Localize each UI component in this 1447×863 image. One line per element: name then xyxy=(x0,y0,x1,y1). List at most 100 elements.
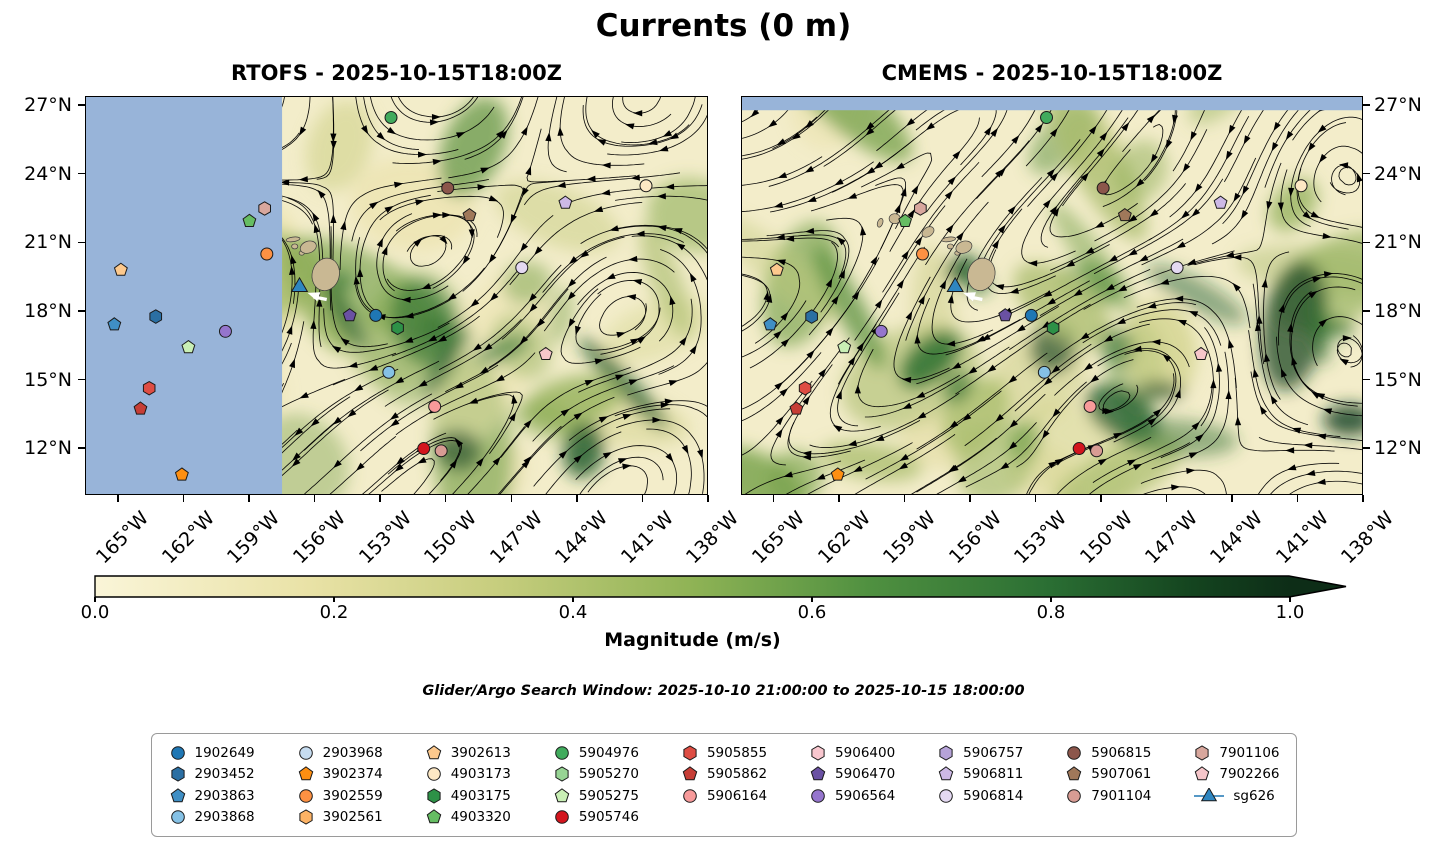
pentagon-marker-icon xyxy=(682,766,698,781)
circle-marker-icon xyxy=(1067,788,1082,803)
float-marker xyxy=(830,467,845,481)
float-marker xyxy=(298,788,313,803)
pentagon-marker-icon xyxy=(298,766,313,781)
x-tick-mark xyxy=(117,495,119,502)
x-tick-label-text: 150°W xyxy=(420,507,482,569)
x-tick-mark xyxy=(707,495,709,502)
y-tick-label-text: 12°N xyxy=(24,437,72,460)
map-cmems xyxy=(742,97,1362,494)
x-tick-label-text: 159°W xyxy=(223,507,285,569)
legend-float-id: 4903175 xyxy=(450,787,511,804)
float-marker xyxy=(769,262,784,276)
hexagon-marker-icon xyxy=(427,788,441,804)
legend-float-id: 1902649 xyxy=(194,744,255,761)
legend-column: 5906815 5907061 7901104 xyxy=(1064,742,1151,828)
float-marker xyxy=(149,309,163,324)
y-tick-mark xyxy=(78,104,85,106)
legend-entry-3902613: 3902613 xyxy=(424,742,511,764)
legend-entry-5906814: 5906814 xyxy=(936,785,1023,807)
legend-entry-2903868: 2903868 xyxy=(168,807,255,829)
float-marker xyxy=(298,766,313,781)
float-marker xyxy=(555,810,569,825)
y-tick-label-text: 18°N xyxy=(1374,299,1422,322)
float-marker xyxy=(384,111,398,124)
x-tick-mark xyxy=(248,495,250,502)
legend-float-id: 5905275 xyxy=(578,787,639,804)
legend-column: 1902649 2903452 2903863 2903868 xyxy=(168,742,255,828)
float-marker xyxy=(898,213,913,227)
legend-float-id: 3902561 xyxy=(322,809,383,826)
legend-float-id: 5906811 xyxy=(963,766,1024,783)
legend-column: 5906400 5906470 5906564 xyxy=(808,742,895,828)
legend-float-id: 2903868 xyxy=(194,809,255,826)
legend-float-id: 5905746 xyxy=(578,809,639,826)
float-marker xyxy=(258,201,272,216)
map-panel-cmems xyxy=(741,96,1363,495)
float-marker xyxy=(939,745,953,761)
circle-marker-icon xyxy=(555,745,569,760)
hexagon-marker-icon xyxy=(170,766,185,782)
legend-entry-sg626: sg626 xyxy=(1192,785,1279,807)
y-tick-label-text: 12°N xyxy=(1374,437,1422,460)
float-marker xyxy=(298,745,313,760)
y-tick-mark xyxy=(78,172,85,175)
float-marker xyxy=(811,745,825,761)
float-marker xyxy=(1096,181,1110,195)
float-markers xyxy=(763,111,1308,481)
float-marker xyxy=(170,810,185,825)
legend-entry-4903175: 4903175 xyxy=(424,785,511,807)
x-tick-label-text: 147°W xyxy=(485,507,547,569)
pentagon-marker-icon xyxy=(810,766,826,781)
float-marker xyxy=(515,261,529,275)
float-marker xyxy=(426,809,442,824)
y-tick-label-text: 21°N xyxy=(24,231,72,254)
circle-marker-icon xyxy=(939,788,953,803)
pentagon-marker-icon xyxy=(170,788,185,802)
x-tick-label-text: 153°W xyxy=(1009,507,1072,569)
colorbar-tick-label: 0.8 xyxy=(1037,602,1066,623)
legend-float-id: 5906400 xyxy=(835,744,896,761)
float-marker xyxy=(1072,442,1086,455)
float-marker xyxy=(763,317,778,331)
legend-entry-7901104: 7901104 xyxy=(1064,785,1151,807)
x-tick-mark xyxy=(1100,495,1102,502)
float-marker xyxy=(434,444,448,458)
float-marker xyxy=(938,766,954,781)
circle-marker-icon xyxy=(555,810,569,825)
colorbar-tick-label: 0.0 xyxy=(81,602,110,623)
x-tick-label-text: 144°W xyxy=(551,507,613,569)
y-tick-mark xyxy=(1363,447,1370,449)
legend-float-id: 5906757 xyxy=(963,744,1024,761)
glider-pointer-arrow xyxy=(963,292,983,302)
y-tick-label-text: 21°N xyxy=(1374,231,1422,254)
legend-float-id: 5906164 xyxy=(706,787,768,804)
y-tick-label-text: 24°N xyxy=(24,162,72,185)
colorbar-gradient xyxy=(94,575,1347,598)
float-marker xyxy=(417,442,431,455)
y-tick-mark xyxy=(1363,172,1370,175)
float-marker xyxy=(683,745,697,761)
float-marker xyxy=(1195,766,1210,781)
circle-marker-icon xyxy=(170,745,185,760)
pentagon-marker-icon xyxy=(426,809,442,824)
figure-title: Currents (0 m) xyxy=(595,8,852,44)
hexagon-marker-icon xyxy=(1195,745,1209,761)
panel-title-rtofs: RTOFS - 2025-10-15T18:00Z xyxy=(231,61,562,85)
float-marker xyxy=(914,201,927,216)
legend-float-id: 2903968 xyxy=(322,744,383,761)
glider-marker xyxy=(946,276,964,293)
x-tick-label-text: 162°W xyxy=(813,507,875,569)
legend-entry-2903863: 2903863 xyxy=(168,785,255,807)
legend-float-id: 4903320 xyxy=(450,809,511,826)
y-tick-mark xyxy=(78,447,85,449)
legend-entry-5905275: 5905275 xyxy=(552,785,639,807)
colorbar-tick-label: 0.4 xyxy=(559,602,588,623)
legend-column: 2903968 3902374 3902559 3902561 xyxy=(296,742,383,828)
float-marker xyxy=(369,308,383,322)
legend-entry-5906815: 5906815 xyxy=(1064,742,1151,764)
float-marker xyxy=(260,247,274,261)
colorbar-tick-label-text: 0.4 xyxy=(558,602,588,623)
hexagon-marker-icon xyxy=(939,745,953,761)
float-marker xyxy=(426,745,442,759)
float-marker xyxy=(554,788,570,802)
